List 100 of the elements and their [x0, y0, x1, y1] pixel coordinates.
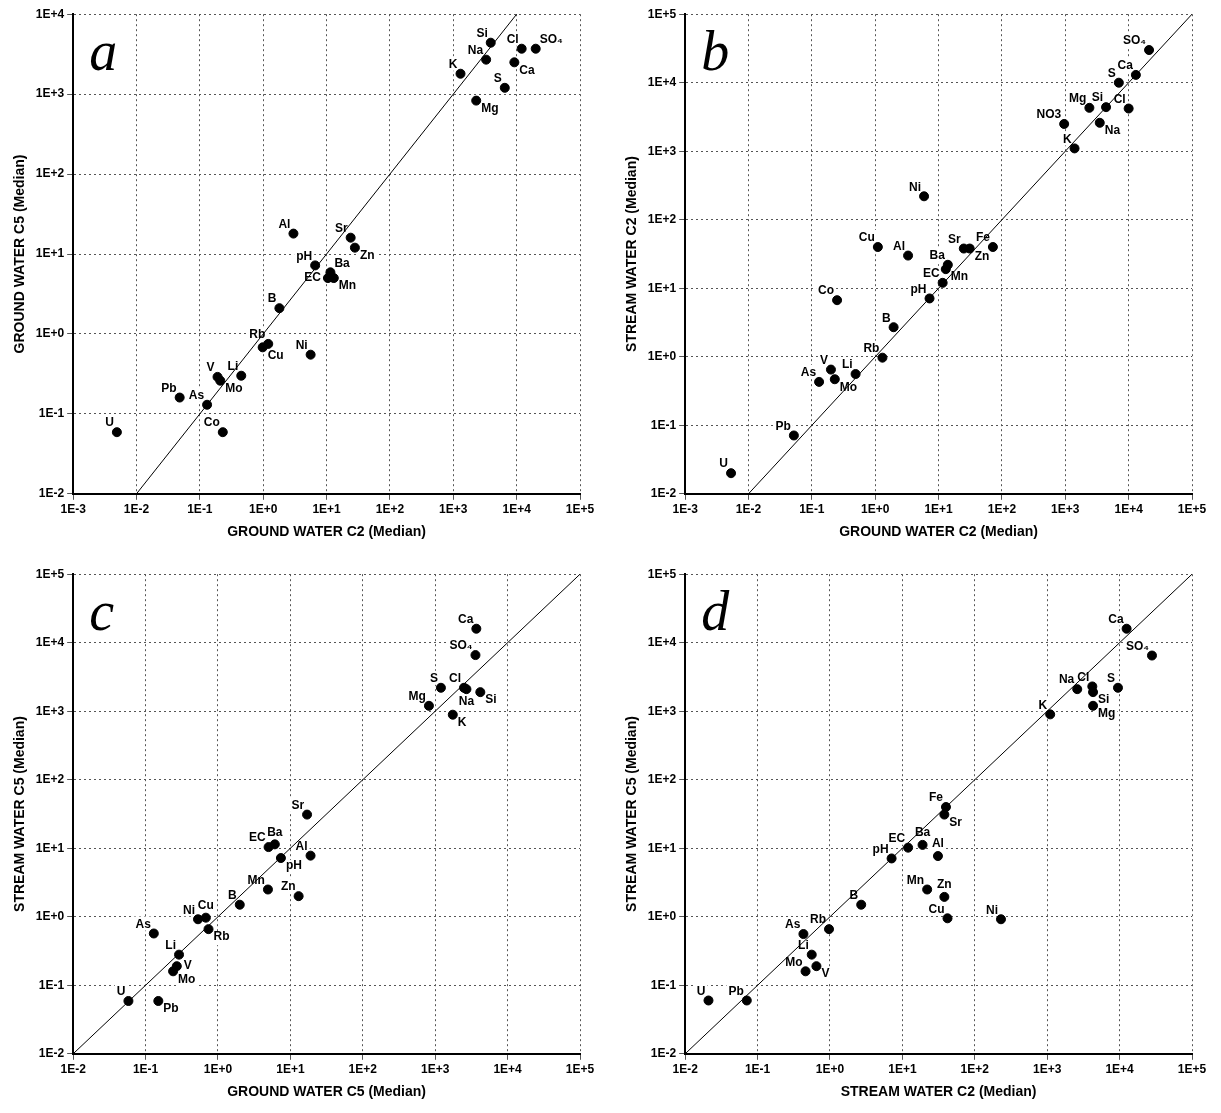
annotation: pH	[285, 857, 302, 872]
annotation: Li	[165, 937, 177, 952]
annotation: Fe	[928, 789, 944, 804]
annotation: Si	[476, 26, 488, 41]
annotation: U	[719, 456, 729, 471]
annotation: SO₄	[1123, 33, 1147, 48]
y-tick-label: 1E+0	[35, 908, 65, 923]
annotation: pH	[296, 248, 313, 263]
annotation: Al	[295, 838, 308, 853]
annotation: Ba	[267, 824, 283, 839]
x-tick-label: 1E+4	[502, 502, 532, 517]
annotation: B	[881, 310, 891, 325]
x-tick-label: 1E+4	[1114, 502, 1144, 517]
annotation: Ca	[1108, 611, 1124, 626]
annotation: As	[800, 365, 817, 380]
annotation: Cu	[267, 347, 284, 362]
annotation: S	[493, 71, 502, 86]
annotation: Sr	[334, 221, 348, 235]
x-tick-label: 1E+4	[1105, 1061, 1135, 1076]
annotation: Ni	[909, 179, 922, 194]
annotation: SO₄	[539, 32, 564, 47]
y-tick-label: 1E-2	[38, 486, 65, 501]
x-tick-label: 1E+2	[987, 502, 1017, 517]
annotation: As	[785, 916, 801, 931]
annotation: Cu	[858, 230, 875, 245]
annotation: Rb	[249, 327, 266, 342]
y-tick-label: 1E+3	[35, 86, 65, 101]
x-tick-label: 1E-1	[132, 1061, 159, 1076]
x-tick-label: 1E+5	[565, 1061, 595, 1076]
y-tick-label: 1E+3	[647, 143, 677, 158]
x-tick-label: 1E+2	[375, 502, 405, 517]
y-tick-label: 1E-2	[650, 486, 677, 501]
annotation: K	[1062, 131, 1072, 146]
x-tick-label: 1E-3	[672, 502, 699, 517]
x-tick-label: 1E-1	[187, 502, 213, 517]
y-tick-label: 1E+2	[647, 212, 677, 227]
annotation: U	[696, 983, 706, 998]
annotation: Co	[203, 415, 220, 430]
annotation: Ba	[914, 824, 931, 839]
annotation: Ni	[183, 902, 196, 917]
y-tick-label: 1E+5	[647, 566, 677, 581]
x-tick-label: 1E+3	[1051, 502, 1080, 517]
annotation: S	[1106, 670, 1115, 685]
x-tick-label: 1E+0	[203, 1061, 233, 1076]
y-tick-label: 1E+2	[35, 166, 65, 181]
annotation: Mn	[950, 269, 969, 284]
x-tick-label: 1E-1	[799, 502, 825, 517]
annotation: pH	[910, 281, 927, 296]
x-tick-label: 1E+1	[312, 502, 342, 517]
annotation: Na	[467, 42, 484, 57]
annotation: Sr	[949, 814, 963, 829]
y-tick-label: 1E+1	[647, 280, 677, 295]
y-tick-label: 1E+1	[35, 246, 65, 261]
y-tick-label: 1E+3	[35, 703, 65, 718]
x-tick-label: 1E-2	[735, 502, 762, 517]
y-tick-label: 1E+3	[647, 703, 677, 718]
annotation: Li	[227, 359, 239, 374]
x-tick-label: 1E-1	[744, 1061, 771, 1076]
x-axis-title: GROUND WATER C5 (Median)	[227, 1082, 427, 1099]
annotation: Cl	[1113, 91, 1126, 106]
y-axis-title: STREAM WATER C5 (Median)	[11, 715, 28, 912]
annotation: U	[105, 415, 114, 430]
annotation: S	[429, 670, 438, 685]
x-axis-title: GROUND WATER C2 (Median)	[839, 523, 1039, 540]
annotation: Mn	[906, 872, 925, 887]
annotation: Ca	[519, 62, 536, 77]
annotation: Ni	[985, 902, 998, 917]
y-axis-title: STREAM WATER C5 (Median)	[623, 715, 640, 912]
annotation: Rb	[810, 911, 827, 926]
annotation: K	[457, 714, 467, 729]
y-tick-label: 1E+5	[35, 566, 65, 581]
annotation: B	[267, 291, 277, 306]
annotation: Sr	[291, 797, 305, 812]
y-tick-label: 1E+5	[647, 6, 677, 21]
annotation: As	[188, 388, 205, 403]
annotation: V	[206, 360, 215, 375]
x-tick-label: 1E+5	[1177, 502, 1207, 517]
x-tick-label: 1E-3	[60, 502, 87, 517]
annotation: Li	[798, 937, 809, 952]
annotation: Zn	[280, 878, 296, 893]
annotation: Cl	[1077, 669, 1090, 684]
annotation: Mo	[839, 379, 858, 394]
y-axis-title: GROUND WATER C5 (Median)	[11, 154, 28, 354]
annotation: Mo	[225, 381, 243, 396]
y-tick-label: 1E+2	[35, 771, 65, 786]
annotation: Na	[1058, 671, 1075, 686]
y-tick-label: 1E+0	[35, 326, 65, 341]
x-tick-label: 1E+4	[493, 1061, 523, 1076]
annotation: SO₄	[449, 637, 473, 652]
annotation: Mo	[785, 954, 803, 969]
annotation: Mg	[1098, 705, 1116, 720]
x-tick-label: 1E+3	[439, 502, 468, 517]
annotation: Ba	[334, 255, 351, 270]
annotation: Mg	[408, 688, 426, 703]
x-tick-label: 1E-2	[123, 502, 150, 517]
y-tick-label: 1E+4	[35, 634, 65, 649]
y-tick-label: 1E+2	[647, 771, 677, 786]
y-tick-label: 1E+4	[647, 634, 677, 649]
y-tick-label: 1E+1	[647, 840, 677, 855]
y-tick-label: 1E+0	[647, 349, 677, 364]
